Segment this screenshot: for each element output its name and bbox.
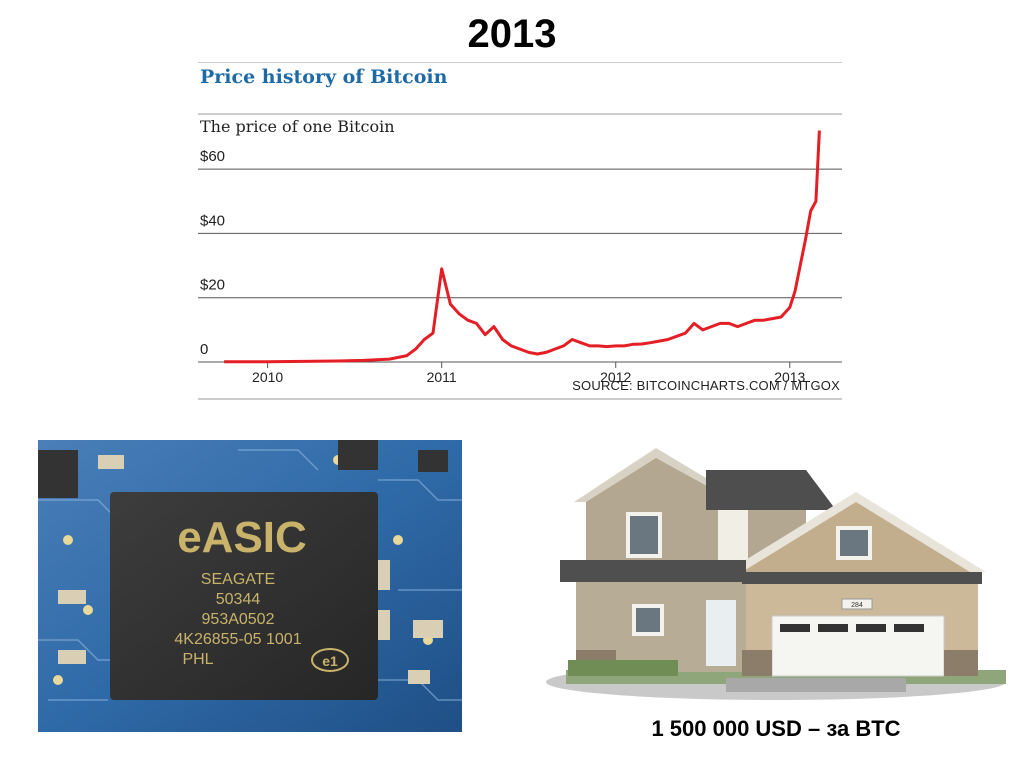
chip-logo: eASIC xyxy=(177,513,307,562)
x-tick-label: 2011 xyxy=(427,369,457,385)
house-photo: 284 xyxy=(546,440,1006,700)
chart-subtitle: The price of one Bitcoin xyxy=(200,117,395,136)
slide-title: 2013 xyxy=(467,12,557,56)
x-tick-label: 2012 xyxy=(600,369,631,385)
price-series-line xyxy=(224,130,821,364)
y-tick-label: 0 xyxy=(200,341,208,358)
chart-title: Price history of Bitcoin xyxy=(200,66,448,88)
house-caption: 1 500 000 USD – за BTC xyxy=(651,716,901,741)
chip-badge: e1 xyxy=(322,653,338,669)
chip-marking-4: 4K26855-05 1001 xyxy=(174,631,301,648)
x-tick-label: 2010 xyxy=(252,369,283,385)
address-plate: 284 xyxy=(851,602,863,609)
y-tick-label: $60 xyxy=(200,148,225,165)
chip-marking-3: 953A0502 xyxy=(202,611,275,628)
asic-chip-photo: eASIC SEAGATE 50344 953A0502 4K26855-05 … xyxy=(38,440,462,732)
chart-source: SOURCE: BITCOINCHARTS.COM / MTGOX xyxy=(572,378,840,393)
chip-marking-5: PHL xyxy=(182,651,213,668)
y-tick-label: $40 xyxy=(200,212,225,229)
y-tick-label: $20 xyxy=(200,277,225,294)
chip-marking-2: 50344 xyxy=(216,591,261,608)
x-tick-label: 2013 xyxy=(774,369,805,385)
chart-plot: $60 $40 $20 0 2010 2011 2012 2013 xyxy=(198,62,842,400)
chip-marking-1: SEAGATE xyxy=(201,571,275,588)
bitcoin-price-chart: Price history of Bitcoin The price of on… xyxy=(198,62,842,402)
